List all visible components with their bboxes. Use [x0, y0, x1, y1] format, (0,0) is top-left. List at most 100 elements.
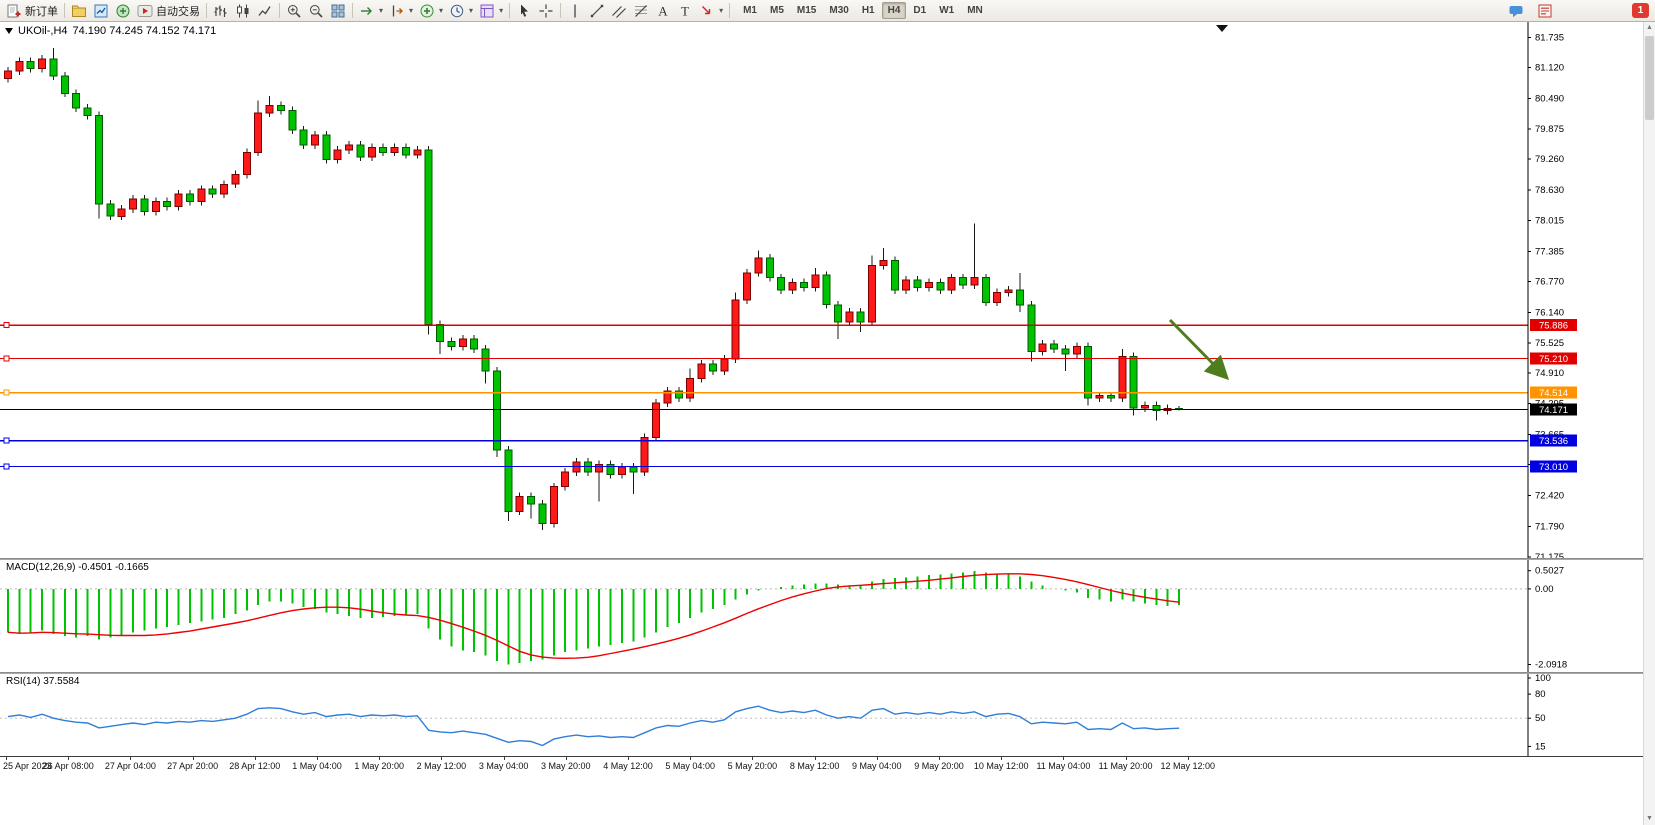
- rsi-tick: 80: [1535, 689, 1546, 700]
- templates-icon: [479, 3, 495, 19]
- price-tick: 76.770: [1535, 277, 1564, 288]
- rsi-tick: 50: [1535, 713, 1546, 724]
- market-watch-button[interactable]: [90, 1, 112, 20]
- time-label: 3 May 04:00: [478, 761, 529, 771]
- time-label: 28 Apr 12:00: [229, 761, 281, 771]
- rsi-indicator-label: RSI(14) 37.5584: [6, 676, 80, 687]
- price-tick: 71.790: [1535, 522, 1564, 533]
- time-tick: [1001, 757, 1003, 760]
- cursor-button[interactable]: [513, 1, 535, 20]
- trendline-button[interactable]: [586, 1, 608, 20]
- periods-button[interactable]: [446, 1, 476, 20]
- indicators-icon: [419, 3, 435, 19]
- candlestick-chart-button[interactable]: [232, 1, 254, 20]
- time-tick: [1063, 757, 1065, 760]
- timeframe-h4-button[interactable]: H4: [881, 2, 907, 19]
- line-chart-button[interactable]: [254, 1, 276, 20]
- timeframe-m30-button[interactable]: M30: [823, 2, 854, 19]
- price-badge: [1530, 386, 1577, 399]
- templates-button[interactable]: [476, 1, 506, 20]
- zoom-in-button[interactable]: [283, 1, 305, 20]
- pane-splitter[interactable]: [0, 558, 1643, 560]
- text-tool-button[interactable]: A: [652, 1, 674, 20]
- arrows-tool-icon: [699, 3, 715, 19]
- bar-chart-button[interactable]: [210, 1, 232, 20]
- zoom-out-button[interactable]: [305, 1, 327, 20]
- pane-splitter[interactable]: [0, 672, 1643, 674]
- time-label: 1 May 04:00: [292, 761, 342, 771]
- toolbar-right-group: 1: [1505, 1, 1652, 20]
- notification-badge[interactable]: 1: [1632, 3, 1649, 18]
- zoom-out-icon: [308, 3, 324, 19]
- chat-button[interactable]: [1505, 1, 1527, 20]
- time-axis[interactable]: 25 Apr 2023 26 Apr 08:00 27 Apr 04:00 27 Ap…: [0, 756, 1643, 777]
- fibonacci-button[interactable]: [630, 1, 652, 20]
- channel-icon: [611, 3, 627, 19]
- clock-icon: [449, 3, 465, 19]
- label-tool-button[interactable]: T: [674, 1, 696, 20]
- time-label: 25 Apr 2023: [3, 761, 52, 771]
- new-order-button[interactable]: 新订单: [3, 1, 61, 20]
- macd-tick: -2.0918: [1535, 660, 1567, 671]
- macd-tick: 0.5027: [1535, 566, 1564, 577]
- market-watch-icon: [93, 3, 109, 19]
- time-label: 4 May 12:00: [603, 761, 653, 771]
- timeframe-h1-button[interactable]: H1: [856, 2, 881, 19]
- autotrading-button[interactable]: 自动交易: [134, 1, 203, 20]
- toolbar-spacer: [1563, 10, 1625, 11]
- rsi-pane[interactable]: 100 80 50 15: [0, 674, 1643, 756]
- chart-collapse-icon[interactable]: [5, 28, 13, 34]
- indicators-button[interactable]: [416, 1, 446, 20]
- chart-shift-button[interactable]: [386, 1, 416, 20]
- trend-arrow[interactable]: [1168, 318, 1230, 381]
- vertical-line-button[interactable]: [564, 1, 586, 20]
- time-tick: [68, 757, 70, 760]
- timeframe-d1-button[interactable]: D1: [907, 2, 932, 19]
- channel-button[interactable]: [608, 1, 630, 20]
- time-tick: [503, 757, 505, 760]
- price-tick: 77.385: [1535, 246, 1564, 257]
- time-label: 10 May 12:00: [973, 761, 1029, 771]
- profiles-icon: [71, 3, 87, 19]
- price-chart[interactable]: 81.735 81.120 80.490 79.875 79.260 78.630 78.0…: [0, 22, 1643, 558]
- time-tick: [317, 757, 318, 760]
- news-button[interactable]: [1534, 1, 1556, 20]
- time-label: 26 Apr 08:00: [42, 761, 94, 771]
- price-tick: 80.490: [1535, 94, 1564, 105]
- svg-text:T: T: [681, 3, 689, 18]
- scrollbar-down-icon[interactable]: ▼: [1646, 815, 1653, 822]
- macd-tick: 0.00: [1535, 584, 1554, 595]
- time-tick: [441, 757, 443, 760]
- autotrading-label: 自动交易: [156, 5, 200, 18]
- scrollbar-thumb[interactable]: [1645, 36, 1654, 120]
- scroll-marker-icon: [1216, 25, 1228, 32]
- time-tick: [6, 757, 7, 760]
- arrows-tool-button[interactable]: [696, 1, 726, 20]
- label-tool-icon: T: [677, 3, 693, 19]
- vertical-scrollbar[interactable]: ▲ ▼: [1643, 22, 1655, 825]
- chart-title: UKOil-,H4 74.190 74.245 74.152 74.171: [5, 25, 216, 37]
- timeframe-group: M1 M5 M15 M30 H1 H4 D1 W1 MN: [737, 2, 989, 19]
- price-tick: 79.260: [1535, 154, 1564, 165]
- timeframe-m15-button[interactable]: M15: [791, 2, 822, 19]
- timeframe-m1-button[interactable]: M1: [737, 2, 763, 19]
- vertical-line-icon: [567, 3, 583, 19]
- macd-pane[interactable]: 0.5027 0.00 -2.0918: [0, 560, 1643, 672]
- text-tool-icon: A: [655, 3, 671, 19]
- timeframe-w1-button[interactable]: W1: [933, 2, 960, 19]
- crosshair-button[interactable]: [535, 1, 557, 20]
- scrollbar-up-icon[interactable]: ▲: [1646, 24, 1653, 31]
- timeframe-mn-button[interactable]: MN: [961, 2, 989, 19]
- data-window-button[interactable]: [112, 1, 134, 20]
- toolbar-separator: [352, 3, 353, 18]
- auto-scroll-button[interactable]: [356, 1, 386, 20]
- tile-windows-button[interactable]: [327, 1, 349, 20]
- timeframe-m5-button[interactable]: M5: [764, 2, 790, 19]
- bar-chart-icon: [213, 3, 229, 19]
- candles: [4, 48, 1184, 530]
- cursor-icon: [516, 3, 532, 19]
- profiles-button[interactable]: [68, 1, 90, 20]
- chat-icon: [1508, 3, 1524, 19]
- svg-text:74.171: 74.171: [1539, 405, 1568, 416]
- new-order-label: 新订单: [25, 5, 58, 18]
